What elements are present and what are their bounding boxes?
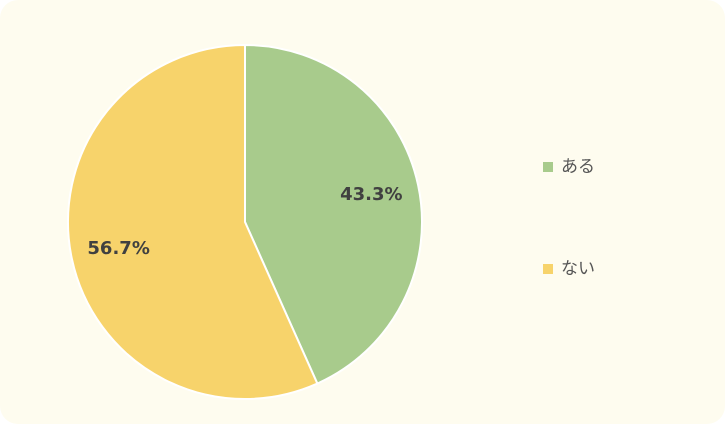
pie-slice	[67, 43, 319, 400]
legend-label: ある	[561, 157, 595, 177]
legend-swatch	[543, 264, 553, 274]
legend-swatch	[543, 162, 553, 172]
data-label: 43.3%	[340, 184, 402, 205]
data-label: 56.7%	[87, 238, 149, 259]
pie-slice	[244, 43, 423, 385]
legend-label: ない	[561, 259, 595, 279]
